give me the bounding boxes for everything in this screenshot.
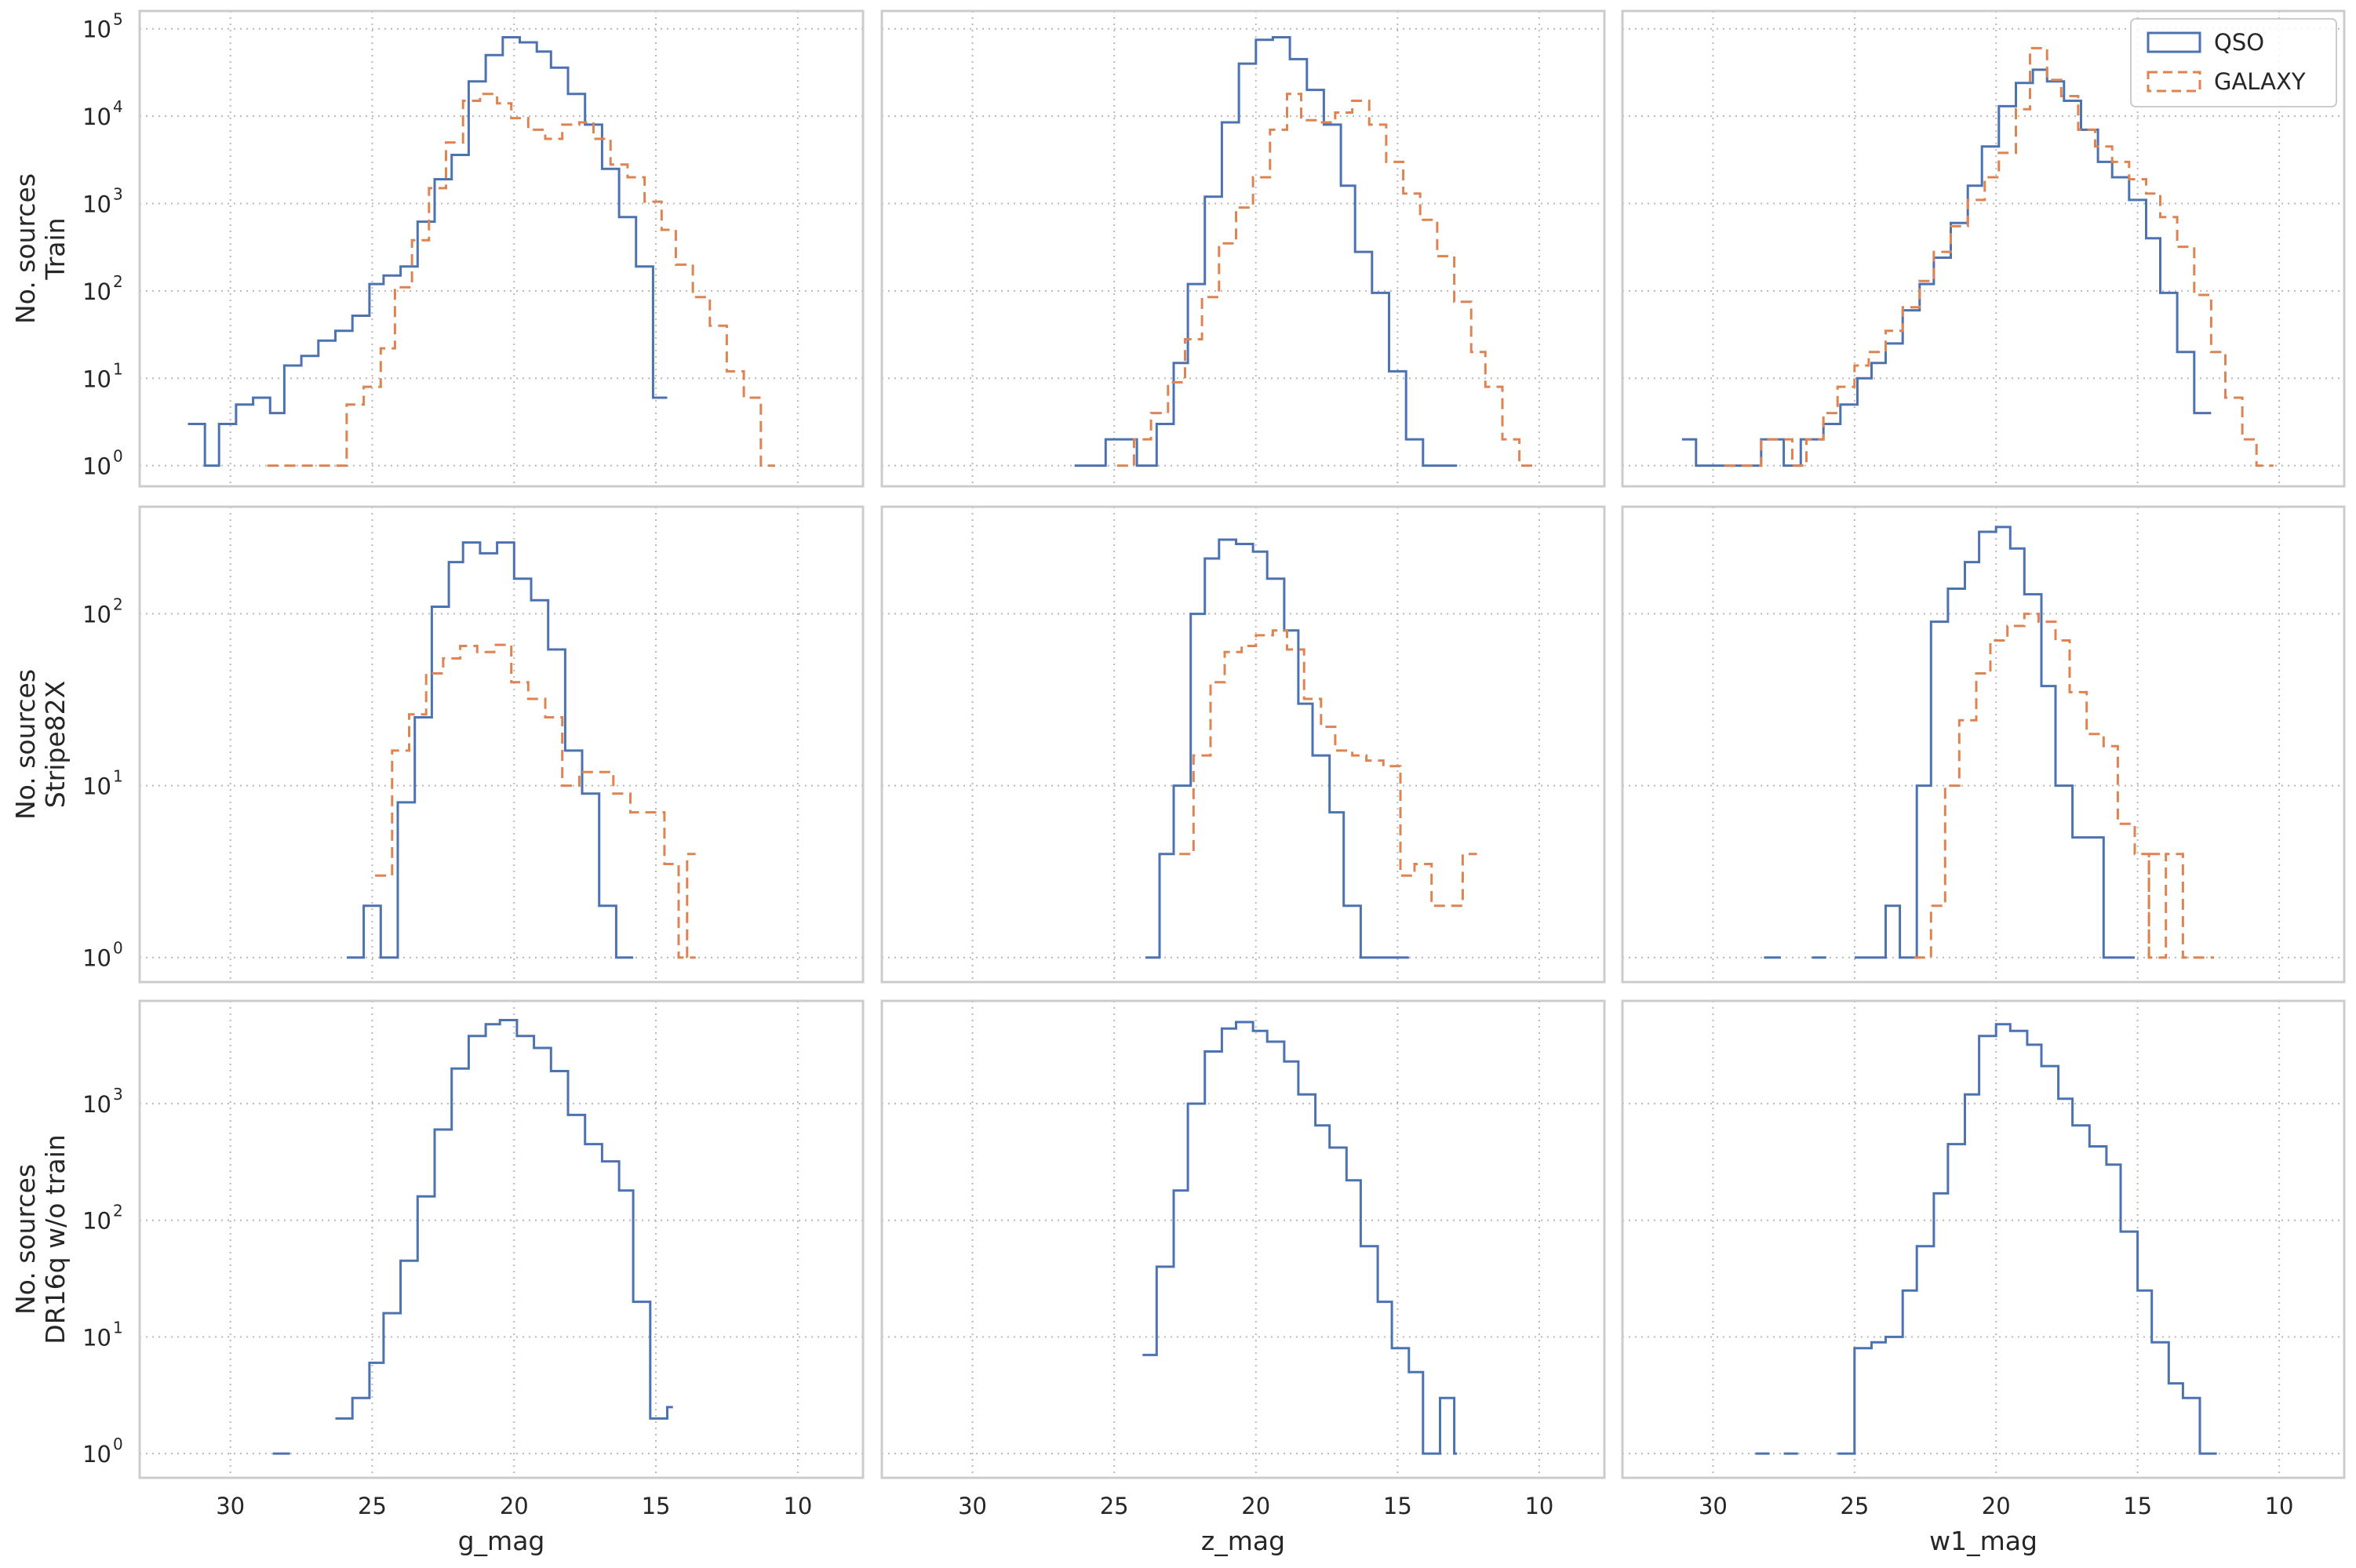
y-tick-exponent: 2 bbox=[113, 272, 123, 291]
y-tick-label: 10 bbox=[82, 773, 111, 800]
x-tick-label: 15 bbox=[2123, 1493, 2152, 1519]
y-tick-label: 10 bbox=[82, 1441, 111, 1468]
x-tick-label: 25 bbox=[1840, 1493, 1869, 1519]
series-qso-step-line bbox=[188, 36, 668, 467]
y-tick-label: 10 bbox=[82, 366, 111, 392]
y-tick-exponent: 0 bbox=[113, 939, 123, 958]
y-tick-label: 10 bbox=[82, 1091, 111, 1118]
y-tick-exponent: 5 bbox=[113, 10, 123, 29]
series-qso-step-line bbox=[1854, 526, 2135, 959]
panel-r1-c2 bbox=[1621, 505, 2346, 984]
y-tick-label: 10 bbox=[82, 453, 111, 480]
panel-r2-c1: 30 25 20 15 10 z_mag bbox=[880, 999, 1606, 1556]
panel-r2-c2: 30 25 20 15 10 w1_mag bbox=[1621, 999, 2346, 1556]
x-tick-label: 20 bbox=[500, 1493, 529, 1519]
y-tick-label: 10 bbox=[82, 1324, 111, 1351]
y-axis-title: No. sourcesStripe82X bbox=[10, 669, 71, 820]
legend: QSO GALAXY bbox=[2130, 18, 2337, 107]
y-tick-exponent: 2 bbox=[113, 1202, 123, 1221]
y-tick-exponent: 1 bbox=[113, 359, 123, 378]
panel-frame bbox=[880, 505, 1606, 984]
y-tick-label: 10 bbox=[82, 1208, 111, 1235]
x-tick-label: 15 bbox=[642, 1493, 671, 1519]
series-qso-step-line bbox=[1837, 1023, 2217, 1455]
y-tick-exponent: 0 bbox=[113, 1435, 123, 1453]
panel-frame bbox=[1621, 999, 2346, 1479]
legend-label-qso: QSO bbox=[2214, 29, 2264, 56]
y-tick-exponent: 1 bbox=[113, 1318, 123, 1337]
y-tick-exponent: 3 bbox=[113, 1085, 123, 1104]
series-galaxy-step-line bbox=[1724, 46, 2274, 467]
series-qso-step-line bbox=[1681, 68, 2212, 467]
panel-frame bbox=[880, 9, 1606, 488]
panel-r0-c1 bbox=[880, 9, 1606, 488]
y-tick-exponent: 2 bbox=[113, 595, 123, 614]
y-tick-exponent: 4 bbox=[113, 97, 123, 116]
series-galaxy-step-line bbox=[1116, 93, 1537, 467]
series-galaxy-step-line bbox=[375, 643, 696, 959]
series-galaxy-step-line bbox=[686, 853, 696, 958]
y-tick-label: 10 bbox=[82, 16, 111, 43]
x-tick-label: 25 bbox=[1100, 1493, 1129, 1519]
y-tick-label: 10 bbox=[82, 602, 111, 628]
legend-swatch-galaxy bbox=[2147, 71, 2201, 93]
y-axis-title: No. sourcesDR16q w/o train bbox=[10, 1134, 71, 1344]
y-axis-title: No. sourcesTrain bbox=[10, 173, 71, 324]
series-qso-step-line bbox=[1142, 1020, 1458, 1455]
panel-r1-c1 bbox=[880, 505, 1606, 984]
y-tick-exponent: 0 bbox=[113, 447, 123, 466]
x-tick-label: 10 bbox=[783, 1493, 812, 1519]
x-tick-label: 30 bbox=[958, 1493, 987, 1519]
panel-frame bbox=[1621, 9, 2346, 488]
y-tick-label: 10 bbox=[82, 191, 111, 218]
series-galaxy-step-line bbox=[1179, 629, 1477, 908]
x-tick-label: 20 bbox=[1241, 1493, 1270, 1519]
x-axis-title: z_mag bbox=[1201, 1526, 1285, 1556]
x-tick-label: 10 bbox=[2265, 1493, 2294, 1519]
legend-frame bbox=[2130, 18, 2337, 107]
series-qso-step-line bbox=[1145, 538, 1409, 959]
x-axis-title: w1_mag bbox=[1929, 1526, 2037, 1556]
y-tick-label: 10 bbox=[82, 945, 111, 972]
series-qso-step-line bbox=[335, 1019, 673, 1420]
series-qso-step-line bbox=[1074, 36, 1458, 467]
x-tick-label: 30 bbox=[216, 1493, 245, 1519]
series-qso-step-line bbox=[346, 541, 634, 959]
x-tick-label: 25 bbox=[358, 1493, 387, 1519]
panel-r0-c2 bbox=[1621, 9, 2346, 488]
legend-swatch-qso bbox=[2147, 31, 2201, 53]
panel-frame bbox=[138, 999, 865, 1479]
panel-frame bbox=[880, 999, 1606, 1479]
y-tick-label: 10 bbox=[82, 104, 111, 130]
panel-frame bbox=[138, 9, 865, 488]
legend-label-galaxy: GALAXY bbox=[2214, 68, 2306, 95]
x-tick-label: 15 bbox=[1383, 1493, 1412, 1519]
y-tick-label: 10 bbox=[82, 278, 111, 305]
series-galaxy-step-line bbox=[267, 93, 775, 467]
x-tick-label: 20 bbox=[1982, 1493, 2011, 1519]
series-galaxy-step-line bbox=[2147, 853, 2166, 958]
y-tick-exponent: 1 bbox=[113, 767, 123, 786]
panel-frame bbox=[138, 505, 865, 984]
y-tick-exponent: 3 bbox=[113, 185, 123, 204]
x-axis-title: g_mag bbox=[458, 1526, 545, 1556]
panel-frame bbox=[1621, 505, 2346, 984]
x-tick-label: 30 bbox=[1699, 1493, 1728, 1519]
x-tick-label: 10 bbox=[1524, 1493, 1553, 1519]
